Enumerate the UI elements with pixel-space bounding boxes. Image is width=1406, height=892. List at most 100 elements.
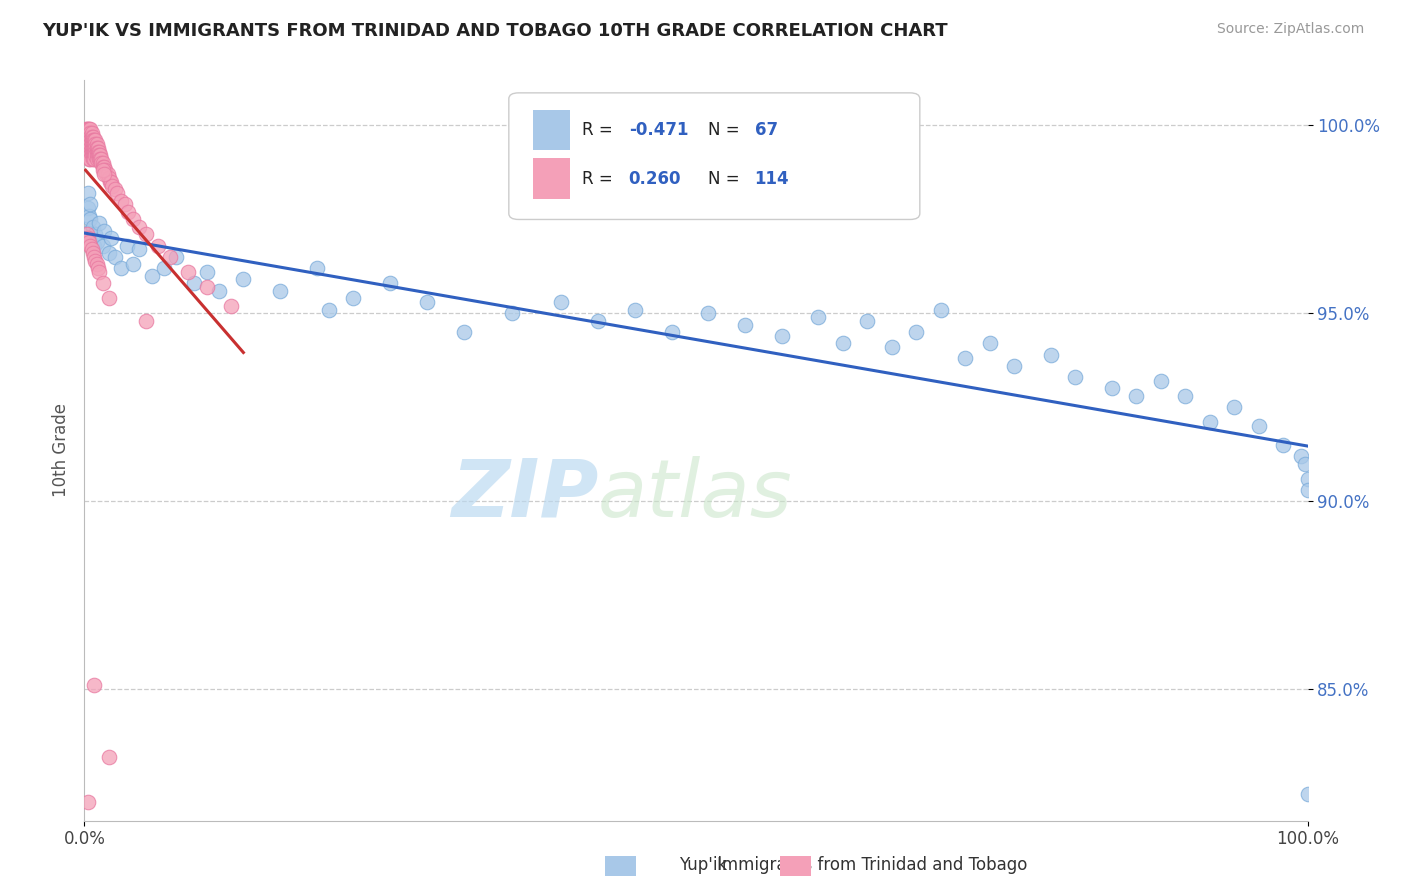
Point bbox=[1198, 415, 1220, 429]
Point bbox=[734, 318, 756, 332]
Point bbox=[79, 152, 101, 166]
Point bbox=[86, 145, 108, 159]
Point bbox=[1296, 472, 1319, 486]
Point bbox=[1247, 419, 1270, 434]
Point bbox=[82, 141, 104, 155]
Point bbox=[91, 238, 114, 252]
Point bbox=[342, 291, 364, 305]
Point bbox=[82, 219, 104, 234]
Point bbox=[83, 137, 105, 152]
Point bbox=[84, 148, 107, 162]
Point bbox=[83, 141, 105, 155]
Point bbox=[77, 122, 100, 136]
Point bbox=[87, 152, 110, 166]
Point bbox=[76, 137, 98, 152]
Point bbox=[453, 325, 475, 339]
Point bbox=[77, 141, 100, 155]
Point bbox=[86, 137, 108, 152]
Point bbox=[75, 133, 97, 147]
Point bbox=[79, 137, 101, 152]
Point bbox=[76, 133, 98, 147]
Point bbox=[87, 148, 110, 162]
Point bbox=[77, 126, 100, 140]
Point bbox=[550, 295, 572, 310]
Point bbox=[79, 129, 101, 144]
Point bbox=[76, 227, 98, 242]
Point bbox=[880, 340, 903, 354]
Text: N =: N = bbox=[709, 121, 745, 139]
Point bbox=[87, 145, 110, 159]
Point bbox=[86, 257, 108, 271]
Point bbox=[159, 250, 181, 264]
Point bbox=[1272, 438, 1295, 452]
Point bbox=[208, 284, 231, 298]
Point bbox=[953, 351, 976, 366]
Point bbox=[128, 219, 150, 234]
Text: YUP'IK VS IMMIGRANTS FROM TRINIDAD AND TOBAGO 10TH GRADE CORRELATION CHART: YUP'IK VS IMMIGRANTS FROM TRINIDAD AND T… bbox=[42, 22, 948, 40]
Point bbox=[77, 133, 100, 147]
Point bbox=[93, 167, 115, 181]
Point bbox=[195, 265, 218, 279]
Point bbox=[77, 152, 100, 166]
Point bbox=[89, 148, 111, 162]
Point bbox=[82, 133, 104, 147]
Point bbox=[84, 253, 107, 268]
Point bbox=[87, 261, 110, 276]
Point bbox=[1002, 359, 1025, 373]
Point bbox=[82, 145, 104, 159]
Point bbox=[83, 250, 105, 264]
Point bbox=[77, 137, 100, 152]
Point bbox=[94, 163, 117, 178]
Point bbox=[83, 148, 105, 162]
Point bbox=[77, 209, 100, 223]
Point bbox=[90, 156, 112, 170]
Point bbox=[86, 148, 108, 162]
Point bbox=[661, 325, 683, 339]
Point bbox=[77, 145, 100, 159]
Point bbox=[141, 268, 163, 283]
Point bbox=[82, 246, 104, 260]
Point bbox=[1039, 348, 1062, 362]
Point bbox=[79, 238, 101, 252]
Point bbox=[86, 235, 108, 249]
Point bbox=[77, 129, 100, 144]
Point bbox=[82, 137, 104, 152]
Point bbox=[80, 129, 103, 144]
Point bbox=[77, 145, 100, 159]
Point bbox=[83, 678, 105, 692]
Point bbox=[100, 175, 122, 189]
Point bbox=[697, 306, 720, 320]
Point bbox=[77, 137, 100, 152]
Text: -0.471: -0.471 bbox=[628, 121, 688, 139]
Bar bbox=[533, 110, 569, 150]
Point bbox=[153, 261, 176, 276]
Point bbox=[1223, 401, 1246, 415]
Text: Source: ZipAtlas.com: Source: ZipAtlas.com bbox=[1216, 22, 1364, 37]
Bar bbox=[533, 159, 569, 199]
Point bbox=[90, 152, 112, 166]
Point bbox=[77, 235, 100, 249]
Point bbox=[177, 265, 200, 279]
Point bbox=[100, 231, 122, 245]
Point bbox=[1294, 457, 1316, 471]
Point bbox=[586, 314, 609, 328]
Point bbox=[87, 148, 110, 162]
Text: R =: R = bbox=[582, 169, 619, 187]
Point bbox=[77, 186, 100, 200]
Point bbox=[502, 306, 524, 320]
Point bbox=[82, 152, 104, 166]
Point bbox=[91, 160, 114, 174]
Point bbox=[84, 227, 107, 242]
Point bbox=[98, 175, 121, 189]
Text: R =: R = bbox=[582, 121, 619, 139]
Point bbox=[79, 197, 101, 211]
Point bbox=[93, 224, 115, 238]
Point bbox=[79, 133, 101, 147]
Point bbox=[79, 148, 101, 162]
Point bbox=[91, 163, 114, 178]
Point bbox=[84, 141, 107, 155]
Point bbox=[83, 152, 105, 166]
Point bbox=[856, 314, 879, 328]
Text: 114: 114 bbox=[755, 169, 789, 187]
Point bbox=[1296, 483, 1319, 497]
